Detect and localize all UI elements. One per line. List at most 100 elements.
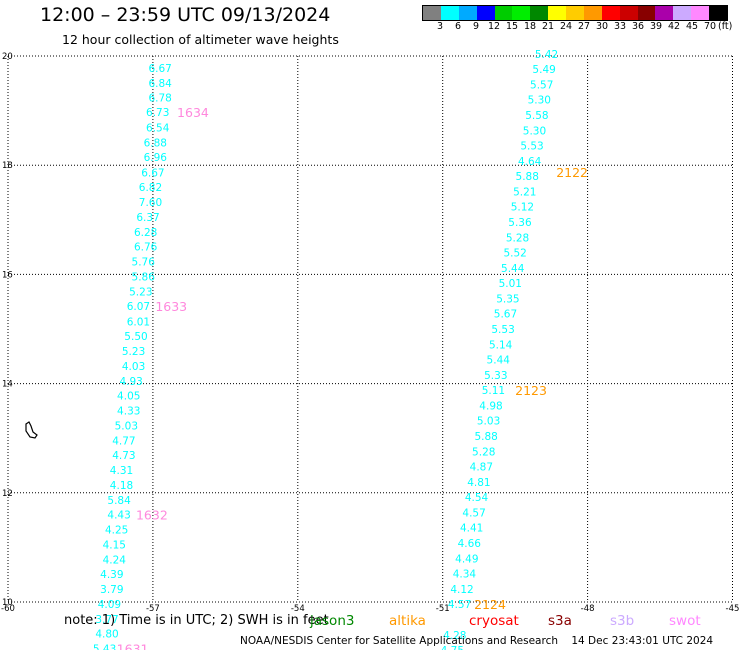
lon-tick-label: -45 [726, 604, 740, 614]
colorbar-swatch [548, 6, 566, 20]
pass-time-label: 1633 [155, 299, 187, 314]
colorbar-label: 15 [505, 21, 519, 32]
colorbar-swatch [673, 6, 692, 20]
colorbar-swatch [583, 6, 602, 20]
wave-height-value: 6.84 [148, 78, 172, 90]
wave-height-value: 5.88 [516, 171, 539, 183]
wave-height-value: 4.66 [458, 538, 482, 550]
wave-height-value: 5.12 [511, 202, 534, 214]
graticule [7, 55, 733, 603]
map-subtitle: 12 hour collection of altimeter wave hei… [62, 32, 339, 47]
lat-tick-label: 16 [2, 270, 13, 280]
colorbar-swatch [709, 6, 727, 20]
lon-tick-label: -60 [1, 604, 15, 614]
wave-height-value: 6.67 [141, 167, 164, 179]
wave-height-value: 4.25 [105, 524, 128, 536]
colorbar-label: 27 [577, 21, 591, 32]
wave-height-value: 5.58 [525, 110, 548, 122]
wave-height-value: 4.73 [112, 450, 135, 462]
colorbar-swatch [655, 6, 674, 20]
wave-height-value: 4.31 [110, 465, 133, 477]
wave-height-value: 6.73 [146, 107, 169, 119]
wave-height-value: 5.14 [489, 339, 513, 351]
lon-tick-label: -54 [291, 604, 305, 614]
wave-height-value: 3.77 [95, 614, 118, 626]
island-outline [25, 421, 38, 439]
pass-time-label: 2122 [556, 165, 588, 180]
wave-height-value: 5.23 [122, 346, 145, 358]
note-text: note: 1) Time is in UTC; 2) SWH is in fe… [64, 613, 329, 628]
wave-height-value: 5.28 [472, 446, 495, 458]
satellite-legend-item: swot [669, 613, 701, 629]
colorbar-unit: (ft) [718, 21, 733, 32]
wave-height-value: 5.53 [491, 324, 514, 336]
wave-height-value: 5.30 [523, 125, 546, 137]
lat-tick-label: 10 [2, 598, 13, 608]
colorbar-label: 36 [631, 21, 645, 32]
wave-height-value: 5.35 [496, 293, 519, 305]
wave-height-value: 7.60 [139, 197, 162, 209]
lat-tick-label: 14 [2, 380, 13, 390]
wave-height-value: 4.77 [112, 435, 135, 447]
satellite-legend-item: altika [389, 613, 426, 629]
colorbar-swatch [566, 6, 584, 20]
wave-height-value: 4.57 [448, 599, 471, 611]
wave-height-value: 6.37 [136, 212, 159, 224]
wave-height-value: 4.49 [455, 553, 478, 565]
wave-height-value: 5.57 [530, 79, 553, 91]
colorbar-swatch [691, 6, 709, 20]
pass-time-label: 2123 [515, 383, 547, 398]
wave-height-value: 5.30 [528, 95, 551, 107]
map-title: 12:00 – 23:59 UTC 09/13/2024 [40, 4, 331, 26]
wave-height-value: 5.23 [129, 286, 152, 298]
wave-height-colorbar [422, 5, 728, 21]
wave-height-value: 5.11 [482, 385, 505, 397]
wave-height-value: 4.80 [95, 629, 118, 641]
pass-time-label: 1634 [177, 105, 209, 120]
colorbar-swatch [476, 6, 495, 20]
colorbar-swatch [458, 6, 477, 20]
lat-tick-label: 20 [2, 52, 13, 62]
wave-height-value: 5.33 [484, 370, 507, 382]
colorbar-label: 3 [436, 21, 444, 32]
wave-height-value: 5.88 [474, 431, 497, 443]
colorbar-label: 12 [487, 21, 501, 32]
wave-height-value: 6.78 [148, 92, 171, 104]
wave-height-value: 5.52 [503, 248, 526, 260]
satellite-legend-item: s3b [610, 613, 635, 629]
lon-tick-label: -48 [581, 604, 595, 614]
colorbar-swatch [423, 6, 441, 20]
colorbar-label: 9 [472, 21, 480, 32]
wave-height-value: 6.88 [144, 137, 167, 149]
wave-height-value: 4.33 [117, 405, 140, 417]
wave-height-value: 5.44 [501, 263, 525, 275]
wave-height-value: 5.36 [508, 217, 532, 229]
colorbar-label: 45 [685, 21, 699, 32]
colorbar-swatch [512, 6, 531, 20]
colorbar-label: 24 [559, 21, 573, 32]
axis-labels: -60 -57 -54 -51 -48 -45 10 12 14 16 18 20 [1, 52, 739, 614]
colorbar-swatch [619, 6, 638, 20]
wave-height-value: 6.54 [146, 123, 170, 135]
wave-height-value: 6.82 [139, 182, 162, 194]
wave-height-value: 5.53 [520, 141, 543, 153]
colorbar-swatch [440, 6, 459, 20]
colorbar-label: 18 [523, 21, 537, 32]
wave-height-value: 5.44 [487, 355, 511, 367]
wave-height-value: 4.54 [465, 492, 489, 504]
lat-tick-label: 12 [2, 489, 13, 499]
lat-tick-label: 18 [2, 161, 13, 171]
satellite-legend-item: jason3 [310, 613, 355, 629]
wave-height-value: 5.67 [494, 309, 517, 321]
wave-height-value: 5.03 [477, 416, 500, 428]
wave-height-value: 5.28 [506, 232, 529, 244]
wave-height-value: 4.24 [103, 554, 127, 566]
wave-height-value: 4.93 [119, 376, 142, 388]
wave-height-value: 5.21 [513, 186, 536, 198]
wave-height-value: 5.43 [93, 643, 116, 650]
wave-height-value: 4.41 [460, 523, 483, 535]
wave-height-value: 4.57 [462, 507, 485, 519]
wave-height-value: 4.09 [98, 599, 121, 611]
pass-time-labels: 16341633163216312122212321242125 [117, 105, 588, 650]
